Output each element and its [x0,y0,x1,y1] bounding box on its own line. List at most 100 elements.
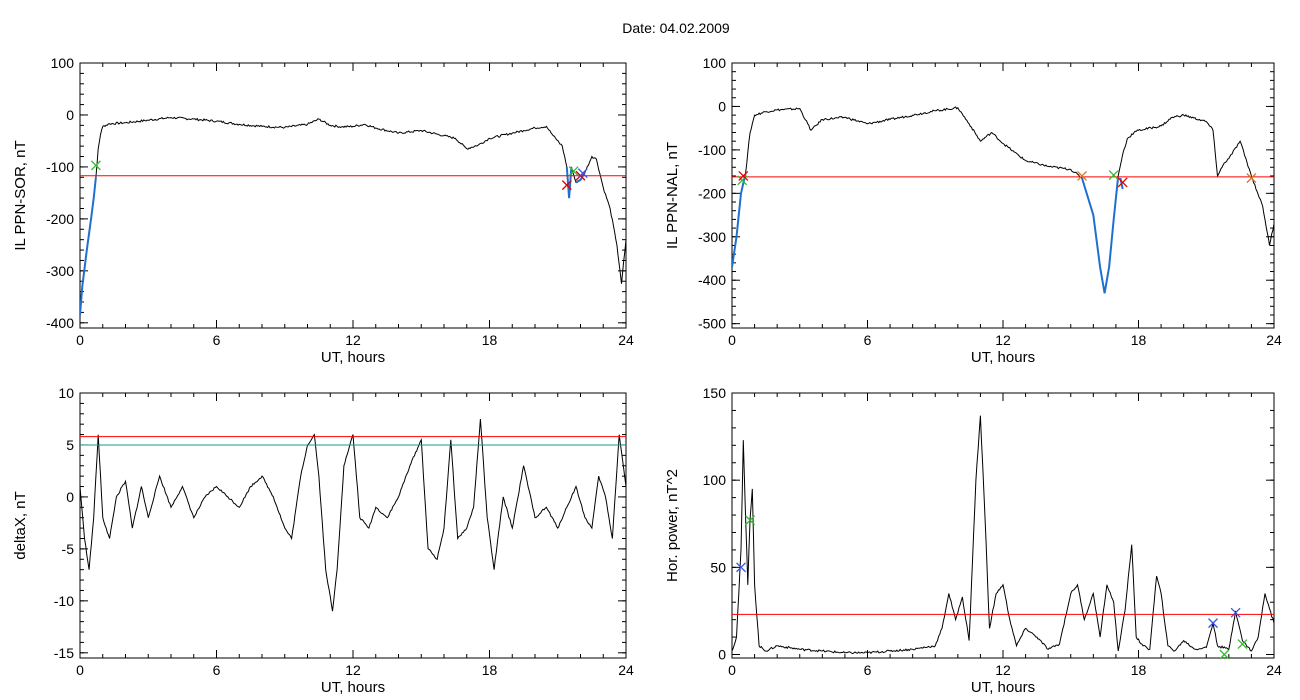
x-tick-label: 18 [482,662,498,678]
y-tick-label: 0 [718,647,726,663]
y-axis-label: Hor. power, nT^2 [664,469,681,582]
y-tick-label: -5 [62,541,75,557]
marker-stroke [1117,177,1128,188]
event-marker [568,166,579,177]
highlight-segment [565,166,573,199]
highlight-segment [80,177,97,316]
event-marker [1077,170,1088,181]
marker-stroke [1108,170,1119,181]
x-tick-label: 12 [995,332,1011,348]
y-tick-label: 100 [703,55,727,71]
y-tick-label: 0 [66,489,74,505]
plot-area [80,418,626,612]
data-trace [732,106,1274,294]
marker-stroke [1237,639,1248,650]
y-tick-label: -200 [698,185,726,201]
x-tick-label: 0 [728,332,736,348]
y-tick-label: -300 [698,229,726,245]
x-tick-label: 0 [76,332,84,348]
x-tick-label: 12 [345,662,361,678]
event-marker [745,515,756,526]
y-axis-label: IL PPN-SOR, nT [12,140,29,250]
y-tick-label: -15 [54,645,74,661]
x-tick-label: 18 [482,332,498,348]
event-marker [90,160,101,171]
x-tick-label: 6 [213,332,221,348]
y-tick-label: 100 [51,55,75,71]
y-tick-label: -100 [698,142,726,158]
data-trace [80,116,626,316]
x-tick-label: 6 [864,662,872,678]
event-marker [561,180,572,191]
plot-frame [79,62,627,329]
y-tick-label: -500 [698,316,726,332]
y-axis-label: deltaX, nT [12,491,29,559]
event-marker [738,170,749,181]
y-tick-label: 100 [703,472,727,488]
marker-stroke [1219,649,1230,660]
x-axis-label: UT, hours [971,349,1035,366]
x-tick-label: 24 [1266,332,1282,348]
marker-stroke [561,180,572,191]
x-axis-label: UT, hours [971,679,1035,696]
y-tick-label: 0 [718,98,726,114]
marker-stroke [1246,173,1257,184]
x-tick-label: 24 [618,332,634,348]
event-marker [577,168,588,179]
event-marker [1219,649,1230,660]
y-tick-label: 0 [66,107,74,123]
x-tick-label: 24 [1266,662,1282,678]
chart-panel-2: 0 6 12 18 24 -500 -400 -300 -200 -100 0 100 UT, hour… [664,55,1282,366]
x-tick-label: 6 [864,332,872,348]
data-trace [732,415,1274,655]
event-marker [1208,618,1218,629]
event-marker [1237,639,1248,650]
y-axis-label: IL PPN-NAL, nT [664,142,681,249]
y-tick-label: -400 [698,272,726,288]
highlight-segment [732,173,747,268]
event-marker [1230,607,1241,618]
marker-stroke [1208,618,1218,629]
event-marker [1117,177,1128,188]
x-axis-label: UT, hours [321,349,385,366]
marker-stroke [568,166,579,177]
marker-stroke [745,515,756,526]
plot-area [732,415,1274,655]
y-tick-label: -400 [46,315,74,331]
y-tick-label: -10 [54,593,74,609]
plot-frame [731,392,1275,659]
plot-area [732,106,1274,294]
plot-frame [731,62,1275,329]
plot-frame [79,392,627,659]
event-marker [1108,170,1119,181]
x-tick-label: 18 [1131,662,1147,678]
x-tick-label: 24 [618,662,634,678]
marker-stroke [736,562,746,573]
y-tick-label: 50 [710,559,726,575]
x-tick-label: 6 [213,662,221,678]
marker-stroke [738,170,749,181]
x-axis-label: UT, hours [321,679,385,696]
marker-stroke [577,168,588,179]
plot-area [80,116,626,316]
chart-panel-4: 0 6 12 18 24 0 50 100 150 UT, hours Hor. power, nT… [664,385,1282,696]
y-tick-label: 5 [66,437,74,453]
event-marker [1246,173,1257,184]
marker-stroke [90,160,101,171]
highlight-segment [1081,175,1120,294]
y-tick-label: 10 [58,385,74,401]
y-tick-label: -300 [46,263,74,279]
marker-stroke [1230,607,1241,618]
chart-panel-3: 0 6 12 18 24 -15 -10 -5 0 5 10 UT, hours deltaX, nT [12,385,634,696]
y-tick-label: -100 [46,159,74,175]
figure-title: Date: 04.02.2009 [622,20,730,36]
marker-stroke [1077,170,1088,181]
x-tick-label: 12 [995,662,1011,678]
event-marker [736,562,746,573]
x-tick-label: 12 [345,332,361,348]
chart-panel-1: 0 6 12 18 24 -400 -300 -200 -100 0 100 UT, hours IL … [12,55,634,366]
x-tick-label: 0 [728,662,736,678]
x-tick-label: 18 [1131,332,1147,348]
